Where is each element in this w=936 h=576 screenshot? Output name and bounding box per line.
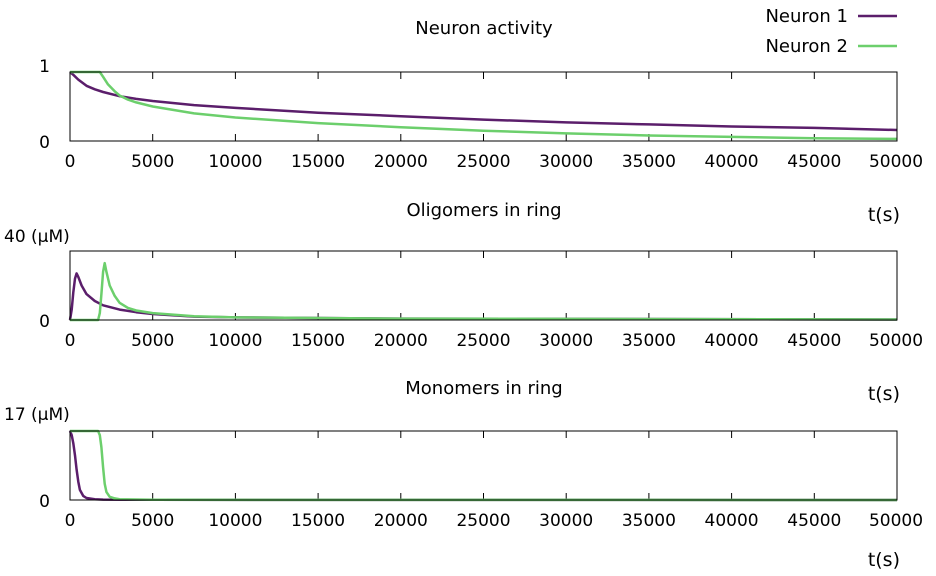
x-tick-label: 0 [65,331,76,351]
x-tick-label: 40000 [705,331,759,351]
y-tick-label-top: 40 (µM) [4,227,70,247]
x-tick-label: 35000 [622,152,676,172]
x-tick-label: 50000 [869,511,923,531]
panel-title: Neuron activity [415,18,553,39]
y-tick-label-bottom: 0 [39,133,50,153]
x-tick-label: 30000 [539,152,593,172]
x-tick-label: 25000 [456,511,510,531]
x-tick-label: 45000 [787,331,841,351]
y-tick-label-bottom: 0 [39,312,50,332]
legend-label-neuron-2: Neuron 2 [765,36,848,57]
series-line-neuron-2 [70,70,898,141]
x-tick-label: 15000 [291,511,345,531]
x-tick-label: 50000 [869,152,923,172]
x-axis-label: t(s) [868,549,900,571]
y-tick-label-top: 17 (µM) [4,405,70,425]
series-line-neuron-1 [68,430,898,502]
legend-label-neuron-1: Neuron 1 [765,6,848,27]
x-tick-label: 5000 [131,511,174,531]
x-ticks [69,250,898,321]
x-tick-label: 10000 [208,331,262,351]
x-ticks [69,430,898,501]
x-tick-label: 35000 [622,331,676,351]
x-tick-label: 30000 [539,331,593,351]
x-tick-label: 20000 [374,152,428,172]
series-lines [68,429,898,502]
x-tick-labels: 0 5000 10000 15000 20000 25000 30000 35000 40000… [65,511,923,531]
series-line-neuron-1 [69,71,898,132]
x-tick-label: 40000 [705,152,759,172]
x-tick-label: 25000 [456,152,510,172]
y-tick-label-top: 1 [39,57,50,77]
panel-neuron-activity: Neuron activity 1 0 0 5000 10000 15000 20000… [39,18,923,172]
x-tick-label: 0 [65,511,76,531]
x-tick-label: 10000 [208,152,262,172]
x-tick-label: 5000 [131,331,174,351]
x-tick-label: 30000 [539,511,593,531]
series-line-neuron-2 [70,429,898,502]
x-tick-label: 20000 [374,511,428,531]
plot-frame [69,71,898,142]
x-tick-label: 50000 [869,331,923,351]
panel-oligomers-in-ring: Oligomers in ring 40 (µM) 0 t(s) 0 5000 10… [4,200,923,351]
panel-title: Monomers in ring [405,378,562,399]
x-tick-labels: 0 5000 10000 15000 20000 25000 30000 35000 40000… [65,152,923,172]
x-axis-label: t(s) [868,204,900,226]
x-tick-label: 35000 [622,511,676,531]
x-axis-label: t(s) [868,383,900,405]
plot-frame [69,250,898,321]
plot-frame [69,430,898,501]
legend: Neuron 1 Neuron 2 [765,6,897,57]
x-tick-label: 15000 [291,152,345,172]
x-tick-label: 15000 [291,331,345,351]
x-tick-label: 45000 [787,511,841,531]
y-tick-label-bottom: 0 [39,492,50,512]
series-lines [68,261,898,322]
x-tick-label: 10000 [208,511,262,531]
x-tick-label: 45000 [787,152,841,172]
x-tick-label: 25000 [456,331,510,351]
x-tick-label: 20000 [374,331,428,351]
x-tick-label: 0 [65,152,76,172]
x-tick-label: 5000 [131,152,174,172]
series-lines [69,70,898,141]
panel-monomers-in-ring: Monomers in ring 17 (µM) 0 t(s) t(s) 0 50… [4,378,923,571]
series-line-neuron-2 [70,261,898,322]
x-tick-label: 40000 [705,511,759,531]
x-tick-labels: 0 5000 10000 15000 20000 25000 30000 35000 40000… [65,331,923,351]
panel-title: Oligomers in ring [406,200,561,221]
